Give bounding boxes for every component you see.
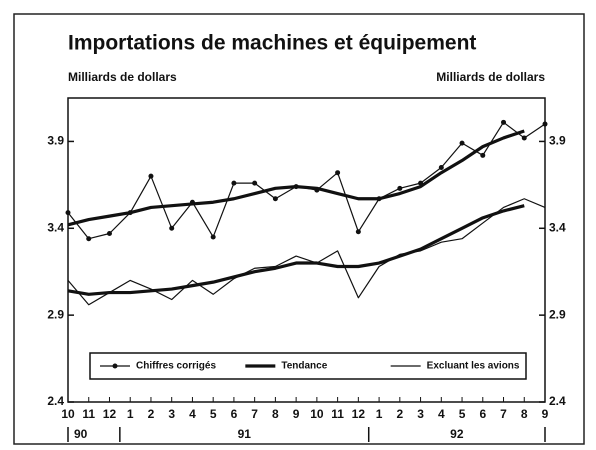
y2-tick-label: 2.4 xyxy=(549,394,566,408)
x-tick-label: 9 xyxy=(542,407,549,421)
series-marker xyxy=(480,152,486,158)
y2-tick-label: 3.9 xyxy=(549,134,566,148)
frame xyxy=(13,13,585,445)
series-marker xyxy=(397,185,403,191)
chart-title: Importations de machines et équipement xyxy=(68,32,476,55)
series-marker xyxy=(231,180,237,186)
series-line xyxy=(67,204,525,296)
series-marker xyxy=(106,230,112,236)
plot-area xyxy=(67,97,546,403)
y2-axis-label: Milliards de dollars xyxy=(436,70,545,84)
x-tick-label: 12 xyxy=(103,407,117,421)
x-tick-label: 7 xyxy=(251,407,258,421)
x-tick-label: 1 xyxy=(376,407,383,421)
legend-marker xyxy=(112,363,118,369)
series-marker xyxy=(272,196,278,202)
x-tick-label: 8 xyxy=(272,407,279,421)
legend-label: Excluant les avions xyxy=(427,361,520,372)
legend-box xyxy=(89,352,527,380)
x-tick-label: 8 xyxy=(521,407,528,421)
series-line xyxy=(67,129,525,227)
y-tick-label: 2.4 xyxy=(47,394,64,408)
series-marker xyxy=(521,135,527,141)
x-tick-label: 2 xyxy=(396,407,403,421)
series-marker xyxy=(169,225,175,231)
x-tick-label: 6 xyxy=(479,407,486,421)
x-tick-label: 6 xyxy=(231,407,238,421)
x-tick-label: 4 xyxy=(438,407,445,421)
x-tick-label: 5 xyxy=(459,407,466,421)
series-marker xyxy=(459,140,465,146)
series-marker xyxy=(335,170,341,176)
x-tick-label: 1 xyxy=(127,407,134,421)
series-marker xyxy=(355,229,361,235)
x-tick-label: 7 xyxy=(500,407,507,421)
x-tick-label: 4 xyxy=(189,407,196,421)
x-tick-label: 10 xyxy=(310,407,324,421)
legend-label: Chiffres corrigés xyxy=(136,361,216,372)
series-marker xyxy=(210,234,216,240)
series-marker xyxy=(438,164,444,170)
series-marker xyxy=(252,180,258,186)
y2-tick-label: 2.9 xyxy=(549,307,566,321)
year-label: 91 xyxy=(238,427,252,441)
series-marker xyxy=(65,210,71,216)
series-marker xyxy=(542,121,548,127)
x-tick-label: 10 xyxy=(61,407,75,421)
y2-tick-label: 3.4 xyxy=(549,220,566,234)
x-tick-label: 9 xyxy=(293,407,300,421)
x-tick-label: 3 xyxy=(417,407,424,421)
y-tick-label: 3.9 xyxy=(47,134,64,148)
series-marker xyxy=(148,173,154,179)
series-line xyxy=(67,198,546,306)
x-tick-label: 11 xyxy=(82,407,95,421)
year-label: 90 xyxy=(74,427,88,441)
y-tick-label: 3.4 xyxy=(47,220,64,234)
series-marker xyxy=(501,119,507,125)
year-label: 92 xyxy=(450,427,464,441)
series-marker xyxy=(86,236,92,242)
x-tick-label: 3 xyxy=(168,407,175,421)
y-tick-label: 2.9 xyxy=(47,307,64,321)
x-tick-label: 2 xyxy=(148,407,155,421)
x-tick-label: 11 xyxy=(331,407,344,421)
x-tick-label: 5 xyxy=(210,407,217,421)
y-axis-label: Milliards de dollars xyxy=(68,70,177,84)
x-tick-label: 12 xyxy=(352,407,366,421)
legend-label: Tendance xyxy=(281,361,327,372)
